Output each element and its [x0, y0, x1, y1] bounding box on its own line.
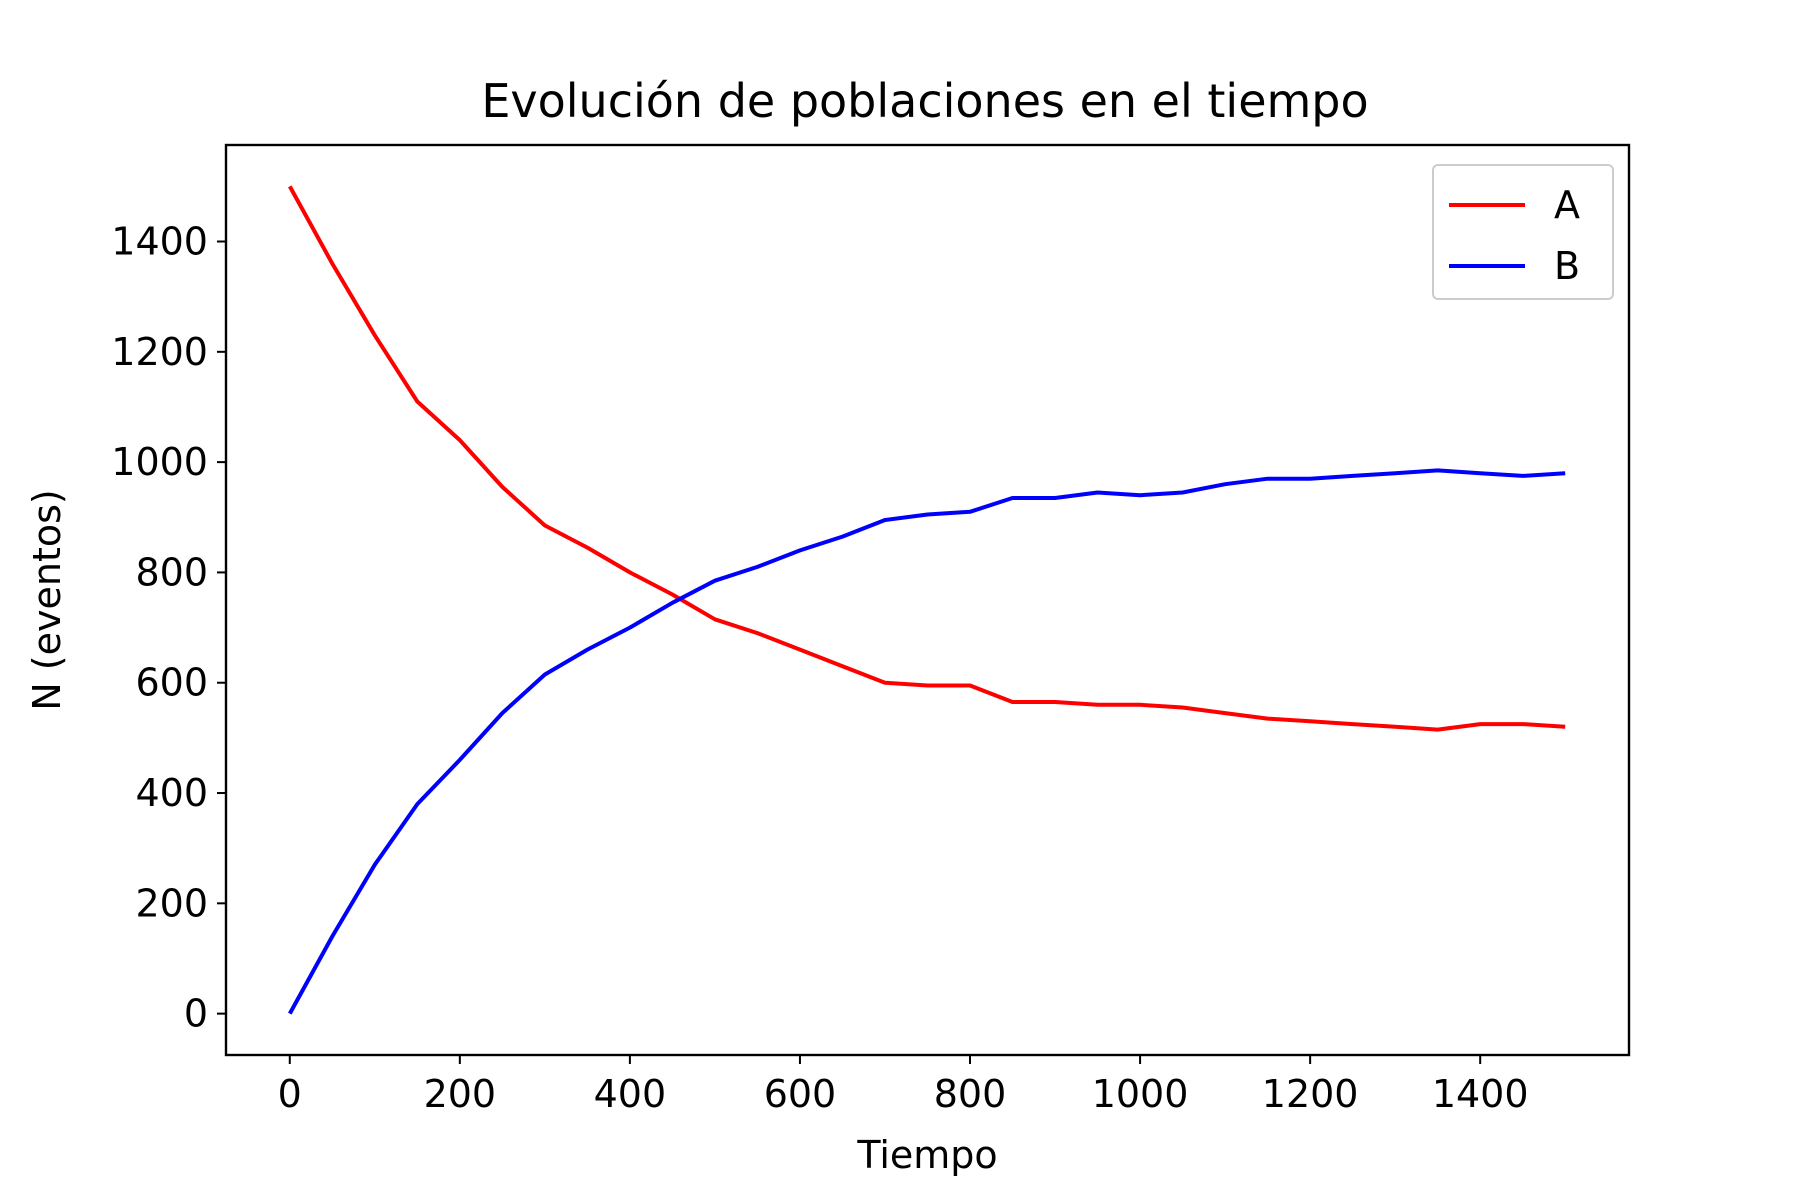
plot-area — [224, 143, 1631, 1057]
x-tick-label: 1200 — [1262, 1072, 1359, 1116]
x-tick-label: 1400 — [1432, 1072, 1529, 1116]
series-line-a — [288, 185, 1566, 732]
y-tick-label: 400 — [135, 771, 208, 815]
y-tick-label: 1200 — [111, 330, 208, 374]
y-tick-label: 1000 — [111, 440, 208, 484]
x-tick-label: 800 — [934, 1072, 1007, 1116]
series-layer — [288, 185, 1566, 1015]
chart-title: Evolución de poblaciones en el tiempo — [481, 74, 1368, 128]
legend-box — [1432, 164, 1614, 300]
axes-frame — [224, 143, 1631, 1057]
y-axis-label: N (eventos) — [25, 489, 69, 710]
x-axis-ticks: 0 200 400 600 800 1000 1200 1400 — [278, 1055, 1529, 1116]
x-tick-label: 0 — [278, 1072, 302, 1116]
x-tick-label: 400 — [594, 1072, 667, 1116]
legend-label-b: B — [1554, 244, 1580, 288]
y-tick-label: 0 — [184, 992, 208, 1036]
x-tick-label: 200 — [424, 1072, 497, 1116]
y-tick-label: 800 — [135, 550, 208, 594]
legend-label-a: A — [1554, 183, 1580, 227]
y-tick-label: 600 — [135, 661, 208, 705]
y-axis-ticks: 0 200 400 600 800 1000 1200 1400 — [111, 220, 226, 1036]
series-line-b — [288, 468, 1566, 1015]
y-tick-label: 200 — [135, 881, 208, 925]
x-axis-label: Tiempo — [856, 1133, 997, 1177]
legend: AB — [1432, 164, 1614, 300]
x-tick-label: 1000 — [1092, 1072, 1189, 1116]
x-tick-label: 600 — [764, 1072, 837, 1116]
y-tick-label: 1400 — [111, 220, 208, 264]
